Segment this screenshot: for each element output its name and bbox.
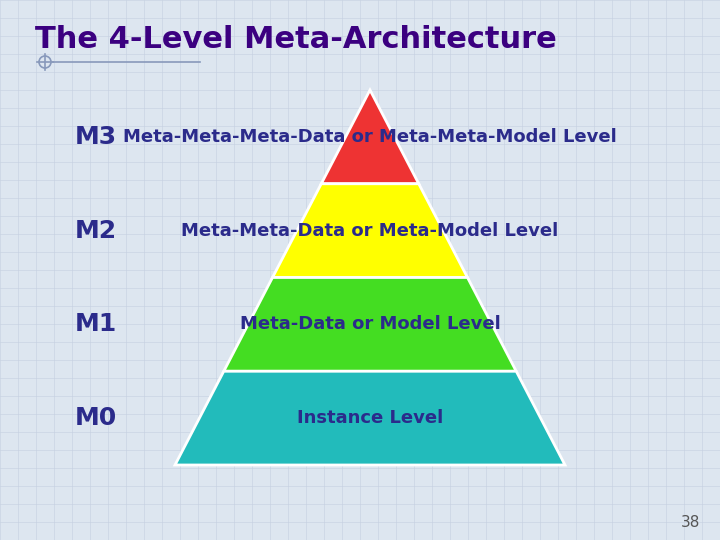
Text: The 4-Level Meta-Architecture: The 4-Level Meta-Architecture — [35, 25, 557, 54]
Text: Meta-Meta-Data or Meta-Model Level: Meta-Meta-Data or Meta-Model Level — [181, 221, 559, 240]
Text: Instance Level: Instance Level — [297, 409, 443, 427]
Polygon shape — [321, 90, 419, 184]
Text: M0: M0 — [75, 406, 117, 430]
Text: M1: M1 — [75, 312, 117, 336]
Text: Meta-Data or Model Level: Meta-Data or Model Level — [240, 315, 500, 333]
Text: 38: 38 — [680, 515, 700, 530]
Text: M3: M3 — [75, 125, 117, 149]
Polygon shape — [224, 278, 516, 372]
Polygon shape — [272, 184, 467, 278]
Polygon shape — [175, 372, 565, 465]
Text: Meta-Meta-Meta-Data or Meta-Meta-Model Level: Meta-Meta-Meta-Data or Meta-Meta-Model L… — [123, 128, 617, 146]
Text: M2: M2 — [75, 219, 117, 242]
